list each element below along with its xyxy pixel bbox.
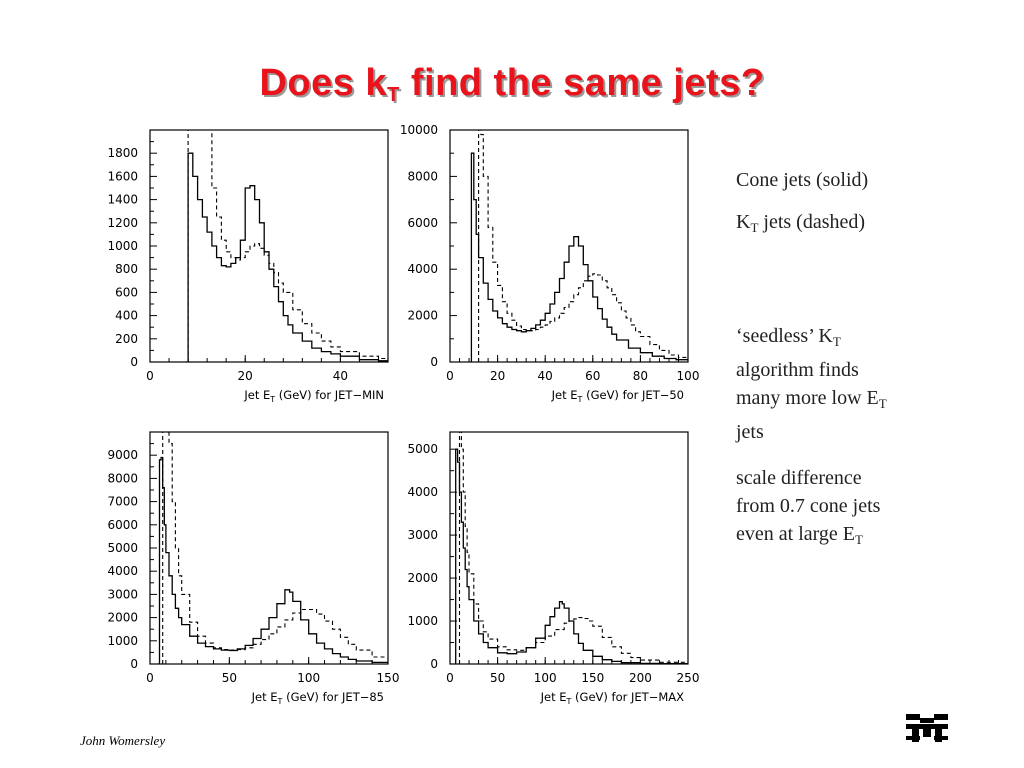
x-tick-label: 100 <box>534 671 557 685</box>
solid-series-line <box>157 456 388 664</box>
y-tick-label: 2000 <box>407 571 438 585</box>
y-tick-label: 600 <box>115 285 138 299</box>
dashed-series-line <box>187 130 388 362</box>
note-scale-difference: scale difference from 0.7 cone jets even… <box>736 467 881 547</box>
x-tick-label: 50 <box>490 671 505 685</box>
y-tick-label: 800 <box>115 262 138 276</box>
solid-series-line <box>185 152 388 362</box>
plot-frame <box>149 129 389 363</box>
y-tick-label: 1200 <box>107 216 138 230</box>
y-tick-label: 1000 <box>407 614 438 628</box>
x-tick-label: 100 <box>297 671 320 685</box>
y-tick-label: 4000 <box>407 262 438 276</box>
chart-svg: 0 2000 4000 6000 8000 10000 0 20 40 60 80 100 Jet ET… <box>400 123 700 404</box>
slide-title: Does kT find the same jets? <box>259 62 765 106</box>
chart-svg: 0 200 400 600 800 1000 1200 1400 1600 1800 0 20 40 Je… <box>107 129 389 404</box>
x-tick-label: 200 <box>629 671 652 685</box>
x-tick-label: 150 <box>581 671 604 685</box>
x-tick-label: 20 <box>238 369 253 383</box>
x-tick-label: 250 <box>677 671 700 685</box>
y-tick-label: 2000 <box>407 309 438 323</box>
y-tick-label: 5000 <box>107 541 138 555</box>
y-tick-label: 0 <box>430 355 438 369</box>
x-tick-label: 150 <box>377 671 400 685</box>
y-tick-label: 1000 <box>107 239 138 253</box>
x-tick-label: 0 <box>446 671 454 685</box>
y-tick-label: 4000 <box>407 485 438 499</box>
x-tick-label: 40 <box>538 369 553 383</box>
x-axis-label: Jet ET (GeV) for JET−MIN <box>243 388 384 404</box>
dashed-series-line <box>478 130 688 362</box>
chart-svg: 0 1000 2000 3000 4000 5000 6000 7000 8000 9000 0 50… <box>107 431 399 706</box>
y-tick-label: 9000 <box>107 448 138 462</box>
x-tick-label: 0 <box>446 369 454 383</box>
y-tick-label: 7000 <box>107 495 138 509</box>
solid-series-line <box>454 448 688 664</box>
y-tick-label: 3000 <box>407 528 438 542</box>
y-tick-label: 0 <box>430 657 438 671</box>
y-tick-label: 2000 <box>107 611 138 625</box>
x-tick-label: 50 <box>222 671 237 685</box>
solid-series-line <box>470 152 688 362</box>
y-tick-label: 400 <box>115 309 138 323</box>
footer-author: John Womersley <box>80 733 166 748</box>
histogram-jet-50: 0 2000 4000 6000 8000 10000 0 20 40 60 80 100 Jet ET… <box>395 120 700 425</box>
y-tick-label: 6000 <box>407 216 438 230</box>
fermilab-logo-icon <box>904 710 950 751</box>
y-tick-label: 4000 <box>107 564 138 578</box>
y-tick-label: 8000 <box>407 169 438 183</box>
x-tick-label: 80 <box>633 369 648 383</box>
y-tick-label: 1600 <box>107 169 138 183</box>
x-tick-label: 0 <box>146 369 154 383</box>
y-tick-label: 1400 <box>107 193 138 207</box>
x-axis-label: Jet ET (GeV) for JET−85 <box>251 690 384 706</box>
y-tick-label: 0 <box>130 355 138 369</box>
y-tick-label: 0 <box>130 657 138 671</box>
x-tick-label: 60 <box>585 369 600 383</box>
histogram-jet-max: 0 1000 2000 3000 4000 5000 0 50 100 150 200 250 Jet … <box>395 422 699 727</box>
x-tick-label: 40 <box>333 369 348 383</box>
x-axis-label: Jet ET (GeV) for JET−50 <box>551 388 684 404</box>
y-tick-label: 8000 <box>107 471 138 485</box>
y-tick-label: 200 <box>115 332 138 346</box>
histogram-jet-min: 0 200 400 600 800 1000 1200 1400 1600 1800 0 20 40 Je… <box>95 120 395 425</box>
dashed-series-line <box>458 432 688 664</box>
y-tick-label: 1000 <box>107 634 138 648</box>
dashed-series-line <box>162 432 388 664</box>
y-tick-label: 10000 <box>400 123 438 137</box>
legend-kt-jets: KT jets (dashed) <box>736 211 866 235</box>
legend-cone-jets: Cone jets (solid) <box>736 169 869 191</box>
x-tick-label: 20 <box>490 369 505 383</box>
histogram-jet-85: 0 1000 2000 3000 4000 5000 6000 7000 8000 9000 0 50… <box>95 422 399 727</box>
plot-frame <box>449 431 689 665</box>
y-tick-label: 6000 <box>107 518 138 532</box>
chart-svg: 0 1000 2000 3000 4000 5000 0 50 100 150 200 250 Jet … <box>407 431 699 706</box>
note-seedless: ‘seedless’ KT algorithm finds many more … <box>736 325 887 443</box>
y-tick-label: 3000 <box>107 587 138 601</box>
y-tick-label: 5000 <box>407 442 438 456</box>
x-axis-label: Jet ET (GeV) for JET−MAX <box>540 690 685 706</box>
y-tick-label: 1800 <box>107 146 138 160</box>
x-tick-label: 100 <box>677 369 700 383</box>
x-tick-label: 0 <box>146 671 154 685</box>
